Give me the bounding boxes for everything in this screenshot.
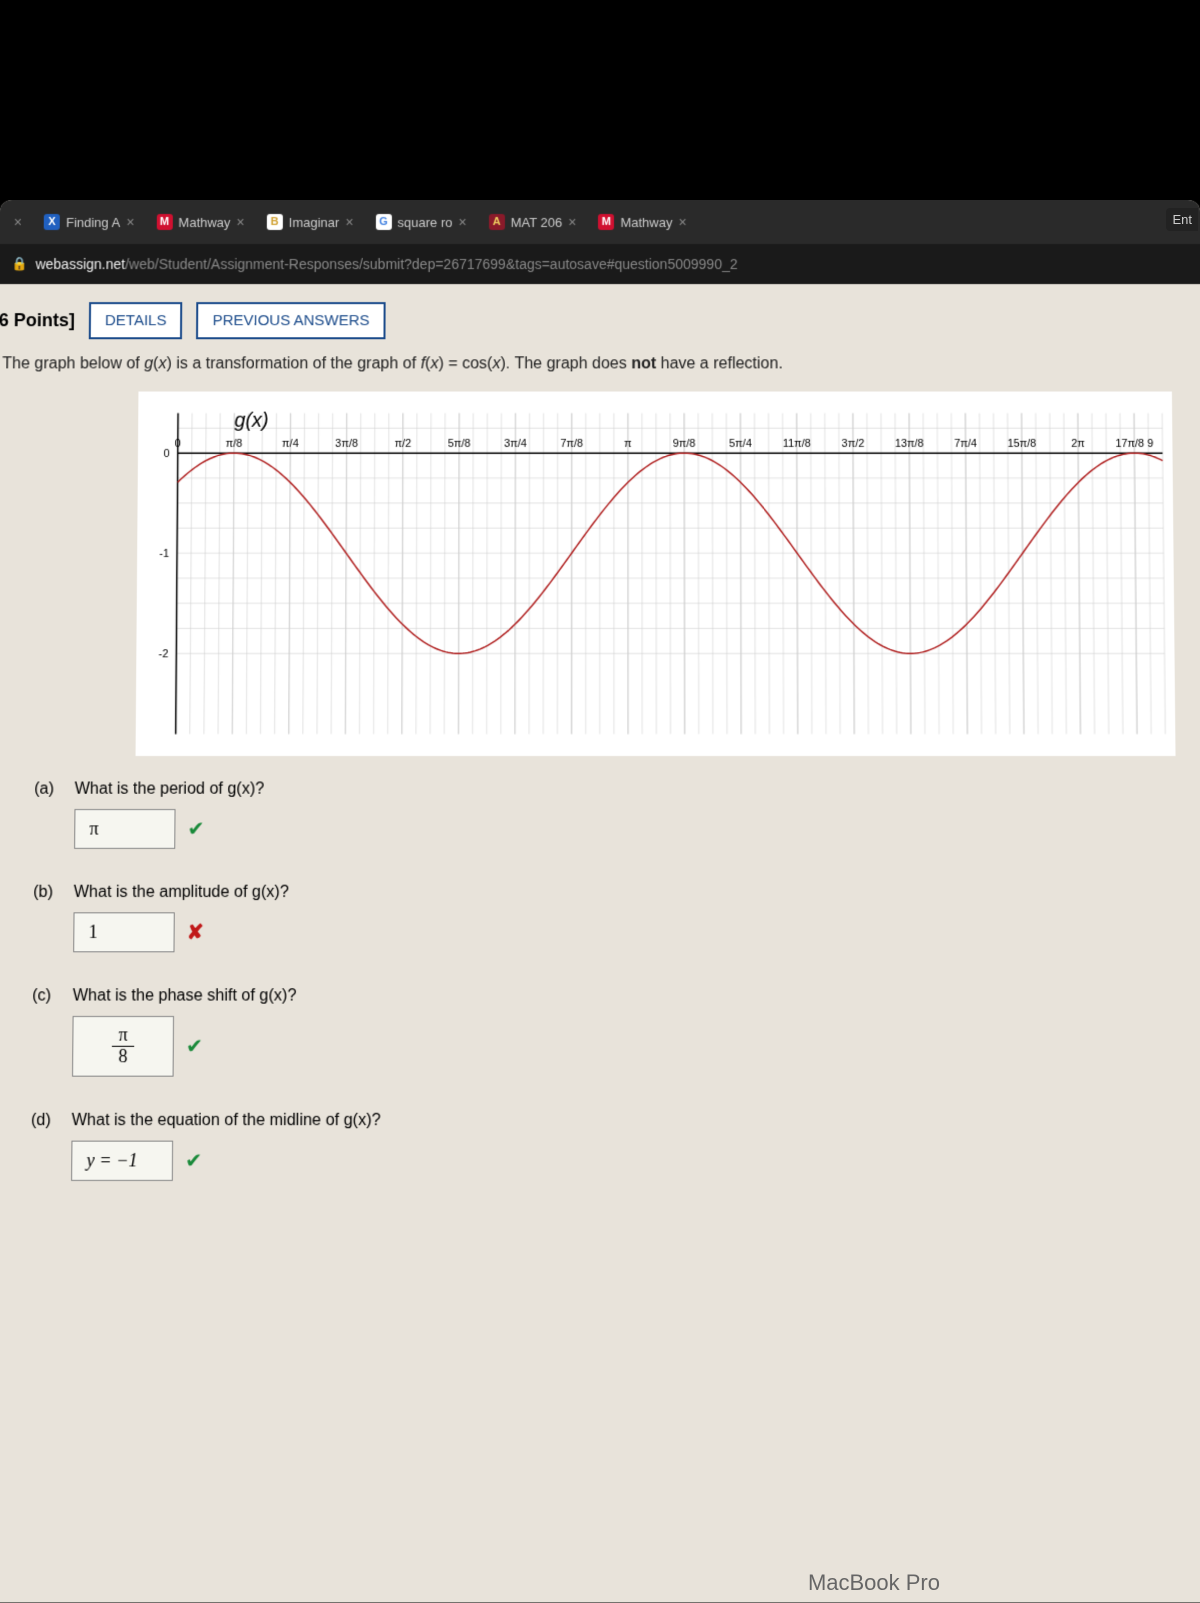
question-parts: (a) What is the period of g(x)? π ✔ (b) …	[30, 780, 1190, 1180]
svg-text:π/4: π/4	[282, 438, 299, 450]
url-path: /web/Student/Assignment-Responses/submit…	[125, 256, 738, 272]
svg-text:11π/8: 11π/8	[783, 438, 811, 450]
part-question: What is the equation of the midline of g…	[72, 1111, 381, 1130]
svg-text:0: 0	[164, 448, 170, 460]
part-letter: (b)	[33, 884, 62, 902]
part-b: (b) What is the amplitude of g(x)? 1 ✘	[33, 884, 1188, 953]
favicon-b-icon: B	[267, 214, 283, 230]
tab-title: Mathway	[178, 214, 230, 229]
cross-icon: ✘	[187, 919, 204, 945]
part-d: (d) What is the equation of the midline …	[30, 1111, 1190, 1180]
macbook-label: MacBook Pro	[808, 1570, 940, 1596]
svg-text:15π/8: 15π/8	[1007, 438, 1036, 450]
part-letter: (c)	[32, 987, 61, 1005]
part-letter: (d)	[31, 1111, 60, 1130]
part-question: What is the phase shift of g(x)?	[73, 987, 297, 1005]
check-icon: ✔	[185, 1147, 202, 1173]
ent-badge: Ent	[1166, 208, 1198, 231]
favicon-m-icon: M	[598, 214, 614, 230]
details-button[interactable]: DETAILS	[89, 302, 183, 339]
tab-title: MAT 206	[511, 214, 563, 229]
lock-icon: 🔒	[11, 256, 27, 272]
close-icon[interactable]: ×	[14, 214, 22, 230]
check-icon: ✔	[187, 816, 204, 842]
tab-mat206[interactable]: A MAT 206 ×	[479, 208, 587, 236]
svg-text:5π/8: 5π/8	[448, 438, 471, 450]
page-content: 6 Points] DETAILS PREVIOUS ANSWERS The g…	[0, 284, 1200, 1603]
tab-finding[interactable]: X Finding A ×	[34, 208, 145, 236]
tab-close-only[interactable]: ×	[4, 208, 32, 236]
part-a: (a) What is the period of g(x)? π ✔	[34, 780, 1187, 848]
svg-text:9π/8: 9π/8	[673, 438, 696, 450]
svg-text:2π: 2π	[1071, 438, 1085, 450]
favicon-x-icon: X	[44, 214, 60, 230]
svg-text:17π/8 9: 17π/8 9	[1115, 438, 1153, 450]
tab-title: Mathway	[620, 214, 672, 229]
svg-text:π/2: π/2	[395, 438, 412, 450]
svg-text:3π/2: 3π/2	[842, 438, 865, 450]
previous-answers-button[interactable]: PREVIOUS ANSWERS	[196, 302, 385, 339]
favicon-m-icon: M	[156, 214, 172, 230]
frac-numerator: π	[112, 1025, 134, 1046]
svg-text:3π/4: 3π/4	[504, 438, 527, 450]
answer-box-a[interactable]: π	[74, 809, 175, 849]
part-question: What is the amplitude of g(x)?	[74, 884, 289, 902]
close-icon[interactable]: ×	[126, 214, 134, 230]
answer-box-b[interactable]: 1	[73, 912, 175, 952]
points-row: 6 Points] DETAILS PREVIOUS ANSWERS	[0, 302, 1181, 339]
svg-text:g(x): g(x)	[234, 410, 268, 432]
close-icon[interactable]: ×	[345, 214, 353, 230]
svg-text:7π/8: 7π/8	[560, 438, 583, 450]
close-icon[interactable]: ×	[568, 214, 576, 230]
svg-text:-1: -1	[159, 548, 169, 560]
favicon-g-icon: G	[375, 214, 391, 230]
svg-text:0: 0	[175, 438, 181, 450]
tab-mathway-2[interactable]: M Mathway ×	[588, 208, 696, 236]
part-c: (c) What is the phase shift of g(x)? π 8…	[31, 987, 1188, 1076]
browser-tab-bar: × X Finding A × M Mathway × B Imaginar ×…	[0, 200, 1200, 244]
url-bar[interactable]: 🔒 webassign.net /web/Student/Assignment-…	[0, 244, 1200, 284]
svg-text:7π/4: 7π/4	[954, 438, 977, 450]
close-icon[interactable]: ×	[678, 214, 686, 230]
tab-square[interactable]: G square ro ×	[365, 208, 476, 236]
tab-imaginary[interactable]: B Imaginar ×	[257, 208, 364, 236]
svg-text:13π/8: 13π/8	[895, 438, 924, 450]
close-icon[interactable]: ×	[236, 214, 244, 230]
svg-text:π/8: π/8	[226, 438, 243, 450]
svg-text:5π/4: 5π/4	[729, 438, 752, 450]
svg-text:π: π	[624, 438, 632, 450]
chart-svg: 0 -1 -2 0 π/8 π/4 3π/8 π/2 5π/8 3π/4 7π/8 π 9π/8 5π/4…	[136, 392, 1176, 756]
tab-title: Imaginar	[289, 214, 340, 229]
points-label: 6 Points]	[0, 310, 75, 331]
frac-denominator: 8	[112, 1047, 133, 1067]
answer-box-c[interactable]: π 8	[72, 1016, 174, 1076]
close-icon[interactable]: ×	[458, 214, 466, 230]
favicon-asu-icon: A	[489, 214, 505, 230]
tab-title: Finding A	[66, 214, 120, 229]
chart-cosine-transform: 0 -1 -2 0 π/8 π/4 3π/8 π/2 5π/8 3π/4 7π/8 π 9π/8 5π/4…	[136, 392, 1176, 756]
tab-title: square ro	[397, 214, 452, 229]
tab-mathway-1[interactable]: M Mathway ×	[146, 208, 254, 236]
svg-text:3π/8: 3π/8	[335, 438, 358, 450]
answer-box-d[interactable]: y = −1	[71, 1140, 173, 1180]
question-text: The graph below of g(x) is a transformat…	[0, 355, 1182, 373]
check-icon: ✔	[186, 1033, 203, 1059]
part-letter: (a)	[34, 780, 62, 798]
svg-text:-2: -2	[158, 648, 168, 660]
url-host: webassign.net	[35, 256, 125, 272]
part-question: What is the period of g(x)?	[75, 780, 265, 798]
laptop-screen: × X Finding A × M Mathway × B Imaginar ×…	[0, 200, 1200, 1603]
